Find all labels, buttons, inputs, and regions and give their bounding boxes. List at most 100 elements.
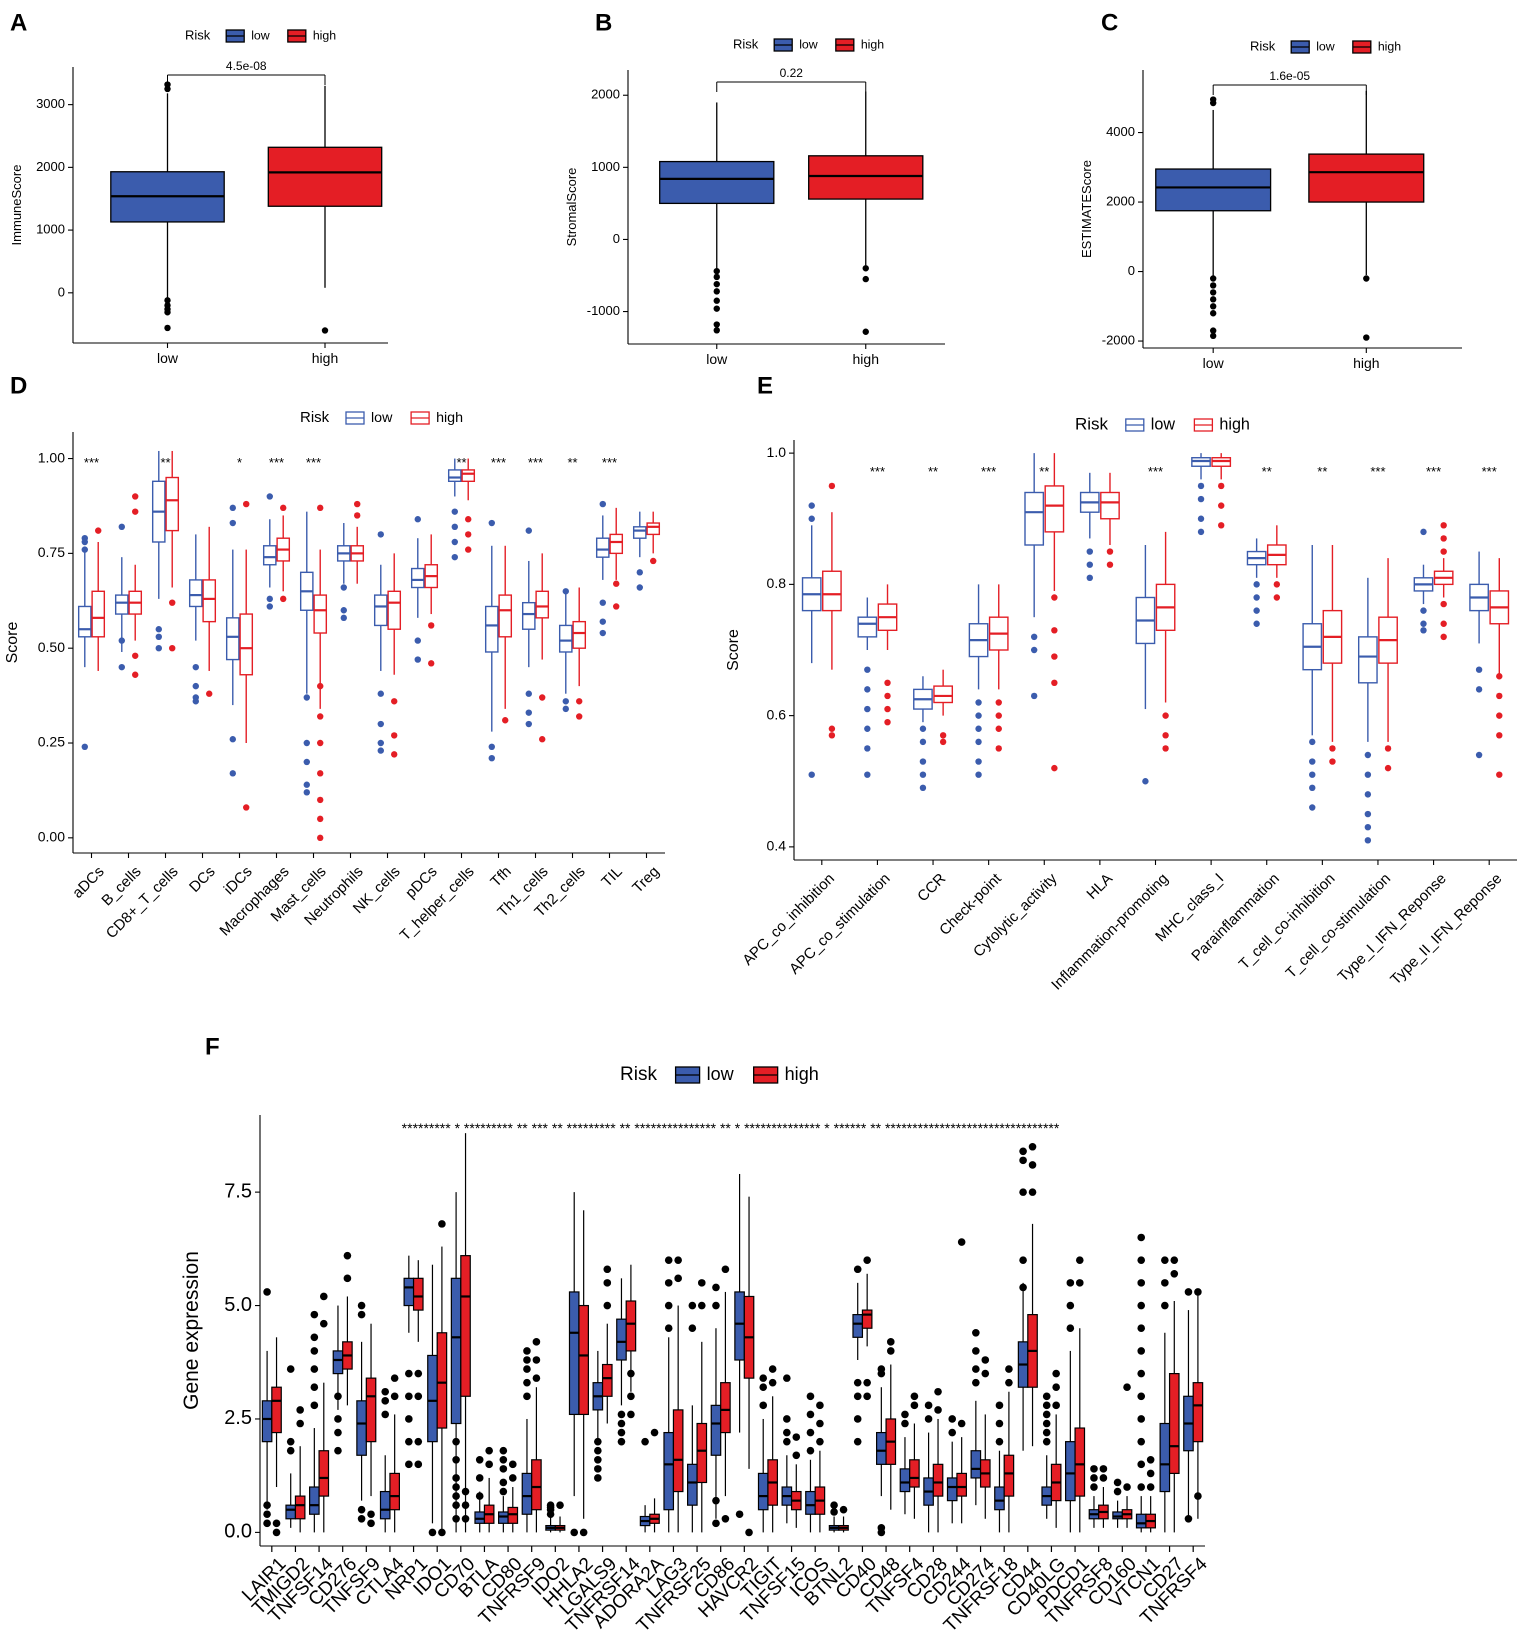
panel-d-outlier-point xyxy=(465,546,472,553)
panel-f-outlier-point xyxy=(499,1465,508,1473)
panel-f-outlier-point xyxy=(783,1415,791,1423)
panel-f-outlier-point xyxy=(712,1496,720,1505)
panel-f-box xyxy=(294,1446,306,1533)
panel-f-outlier-point xyxy=(1161,1256,1169,1264)
panel-d-box xyxy=(276,515,291,592)
panel-d-box-body xyxy=(77,605,92,638)
panel-f-box-body xyxy=(365,1377,377,1443)
panel-f-outlier-point xyxy=(357,1310,366,1319)
panel-f-outlier-point xyxy=(1170,1269,1179,1278)
panel-e-outlier-point xyxy=(864,745,871,752)
panel-f-outlier-point xyxy=(1019,1283,1027,1292)
panel-f-outlier-point xyxy=(1184,1514,1193,1523)
panel-b-box-body xyxy=(808,155,924,200)
panel-f-outlier-point xyxy=(1066,1301,1075,1310)
panel-f-outlier-point xyxy=(853,1378,862,1387)
panel-f-outlier-point xyxy=(532,1338,541,1346)
panel-c-legend: Risk low high xyxy=(1250,38,1401,54)
panel-c-outlier-point xyxy=(1209,310,1217,317)
panel-f-outlier-point xyxy=(995,1419,1004,1428)
panel-d-outlier-point xyxy=(391,732,398,739)
panel-a-outlier-point xyxy=(321,327,329,334)
panel-f-outlier-point xyxy=(523,1365,531,1373)
panel-e-outlier-point xyxy=(975,771,982,778)
panel-d-ytick-label: 0.00 xyxy=(38,829,65,845)
panel-f-outlier-point xyxy=(1123,1383,1131,1392)
panel-f-box xyxy=(1027,1223,1038,1447)
panel-d-box xyxy=(595,515,610,580)
panel-d-significance-mark: *** xyxy=(528,455,543,470)
panel-d-box-body xyxy=(225,617,240,661)
panel-f-outlier-point xyxy=(1052,1401,1060,1410)
panel-f-box xyxy=(710,1328,722,1519)
panel-e-outlier-point xyxy=(1364,771,1372,778)
panel-f-box-body xyxy=(285,1504,297,1520)
panel-f-outlier-point xyxy=(334,1392,342,1401)
panel-f-outlier-point xyxy=(792,1433,801,1441)
panel-e-outlier-point xyxy=(1309,771,1316,778)
panel-d-outlier-point xyxy=(465,531,472,538)
panel-f-outlier-point xyxy=(475,1474,484,1482)
panel-f-outlier-point xyxy=(1028,1142,1037,1151)
panel-d-box xyxy=(558,591,573,694)
panel-d-box xyxy=(114,557,129,652)
panel-f-outlier-point xyxy=(461,1514,470,1523)
panel-f-outlier-point xyxy=(296,1419,304,1428)
panel-f-outlier-point xyxy=(641,1437,649,1446)
panel-d-box xyxy=(336,523,351,584)
panel-d-box-body xyxy=(484,605,499,653)
panel-c-ytick-label: -2000 xyxy=(1102,332,1135,347)
panel-f-outlier-point xyxy=(627,1410,635,1419)
panel-e-outlier-point xyxy=(1051,679,1058,687)
panel-e-outlier-point xyxy=(1197,528,1205,536)
panel-f-box xyxy=(427,1264,438,1524)
panel-d-box-body xyxy=(387,590,402,630)
panel-f-outlier-point xyxy=(617,1410,626,1419)
panel-f-outlier-point xyxy=(1194,1492,1202,1500)
panel-f-box xyxy=(828,1516,840,1533)
panel-f-outlier-point xyxy=(1090,1465,1098,1473)
panel-f-outlier-point xyxy=(712,1301,720,1310)
panel-f-box-body xyxy=(852,1314,864,1338)
panel-f-box xyxy=(1050,1414,1062,1528)
panel-e-outlier-point xyxy=(1030,692,1038,700)
panel-f-outlier-point xyxy=(390,1374,399,1382)
panel-d-outlier-point xyxy=(525,527,532,534)
panel-d-outlier-point xyxy=(428,622,435,629)
panel-e-outlier-point xyxy=(1440,535,1447,542)
panel-c-outlier-point xyxy=(1209,327,1217,334)
panel-e-outlier-point xyxy=(1253,581,1260,588)
panel-d-outlier-point xyxy=(340,607,347,614)
panel-c-outlier-point xyxy=(1209,282,1217,289)
panel-f-outlier-point xyxy=(957,1238,966,1246)
panel-d-outlier-point xyxy=(132,671,139,678)
panel-f-box-body xyxy=(734,1291,745,1361)
panel-a-legend-label-high: high xyxy=(313,28,336,42)
panel-f-box-body xyxy=(1159,1422,1171,1493)
panel-e-outlier-point xyxy=(864,686,871,693)
panel-d-outlier-point xyxy=(280,504,287,512)
panel-d-box-body xyxy=(262,545,277,566)
panel-d-outlier-point xyxy=(280,595,287,603)
panel-f-outlier-point xyxy=(532,1374,541,1382)
panel-e-outlier-point xyxy=(1329,758,1336,765)
panel-e-outlier-point xyxy=(919,771,927,778)
panel-c-xtick-label: high xyxy=(1353,355,1379,371)
panel-d-box xyxy=(521,560,536,668)
panel-b-outlier-point xyxy=(713,273,720,281)
panel-f-significance-row: ********* * ********* ** *** ** ********… xyxy=(402,1120,1060,1136)
panel-f-box-body xyxy=(1065,1441,1076,1502)
panel-a-box xyxy=(267,85,383,288)
panel-c-xtick-label: low xyxy=(1203,355,1225,371)
panel-e-legend-label-low: low xyxy=(1151,415,1176,433)
panel-f-box-body xyxy=(663,1431,675,1511)
panel-f-box-body xyxy=(1112,1511,1123,1520)
panel-f-box-body xyxy=(909,1459,920,1488)
panel-d-box xyxy=(424,534,439,615)
panel-f-outlier-point xyxy=(508,1474,517,1482)
panel-e-outlier-point xyxy=(1162,712,1169,719)
panel-f-outlier-point xyxy=(1019,1147,1027,1156)
panel-f-outlier-point xyxy=(310,1333,319,1342)
panel-f-outlier-point xyxy=(1113,1487,1122,1496)
panel-d-label: D xyxy=(10,372,27,399)
